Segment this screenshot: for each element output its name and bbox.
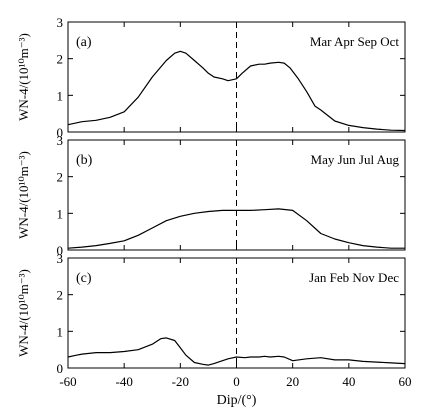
y-tick-label: 1 (57, 88, 64, 103)
y-tick-label: 0 (57, 243, 64, 258)
panel-label: (a) (76, 35, 92, 50)
x-tick-label: -20 (172, 374, 189, 389)
panel-3: 0 1 2 3 -60 -40 -20 0 20 40 60 (c) Jan Feb Nov Dec WN… (16, 251, 412, 408)
series-line (67, 50, 406, 132)
y-tick-label: 3 (57, 251, 64, 266)
x-axis-label: Dip/(°) (217, 393, 257, 408)
y-tick-label: 0 (57, 125, 64, 140)
y-tick-label: 0 (57, 361, 64, 376)
y-tick-label: 1 (57, 206, 64, 221)
y-tick-label: 2 (57, 170, 64, 185)
panel-label: (b) (76, 153, 93, 168)
y-tick-label: 3 (57, 15, 64, 30)
panel-1: 0 1 2 3 (a) Mar Apr Sep Oct WN-4/(10¹⁰m⁻³) (16, 15, 406, 140)
y-tick-label: 2 (57, 52, 64, 67)
series-line (67, 337, 406, 366)
y-tick-label: 1 (57, 324, 64, 339)
y-tick-label: 3 (57, 133, 64, 148)
panel-label: (c) (76, 271, 92, 286)
x-tick-label: -40 (115, 374, 132, 389)
x-tick-label: 0 (233, 374, 240, 389)
series-line (67, 208, 405, 249)
y-axis-label: WN-4/(10¹⁰m⁻³) (16, 151, 31, 239)
y-axis-label: WN-4/(10¹⁰m⁻³) (16, 269, 31, 357)
x-tick-label: 40 (342, 374, 355, 389)
panel-2: 0 1 2 3 (b) May Jun Jul Aug WN-4/(10¹⁰m⁻³) (16, 133, 406, 258)
x-tick-label: 60 (399, 374, 412, 389)
y-tick-label: 2 (57, 288, 64, 303)
y-axis-label: WN-4/(10¹⁰m⁻³) (16, 33, 31, 121)
months-label: May Jun Jul Aug (311, 152, 400, 167)
x-tick-label: -60 (59, 374, 76, 389)
x-tick-label: 20 (286, 374, 299, 389)
months-label: Mar Apr Sep Oct (310, 34, 400, 49)
months-label: Jan Feb Nov Dec (309, 270, 399, 285)
